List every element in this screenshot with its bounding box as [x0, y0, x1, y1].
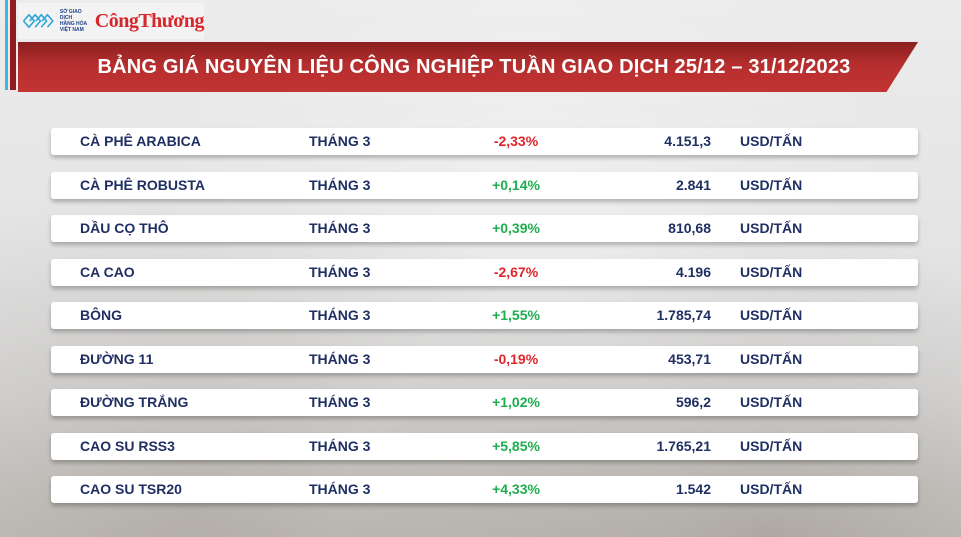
price-change: +5,85% [492, 437, 540, 454]
table-row: CA CAO THÁNG 3 -2,67% 4.196 USD/TẤN [51, 258, 918, 286]
price-unit: USD/TẤN [740, 220, 803, 236]
price-unit: USD/TẤN [740, 481, 803, 497]
price-value: 810,68 [668, 220, 711, 236]
table-row: CÀ PHÊ ROBUSTA THÁNG 3 +0,14% 2.841 USD/… [51, 171, 918, 199]
logo-subtitle: SỞ GIAO DỊCH HÀNG HÓA VIỆT NAM [60, 9, 91, 33]
contract-month: THÁNG 3 [309, 394, 371, 410]
price-value: 1.765,21 [656, 437, 712, 454]
price-change: +1,55% [492, 307, 540, 323]
commodity-name: DẦU CỌ THÔ [80, 220, 169, 236]
price-unit: USD/TẤN [740, 350, 803, 367]
price-table: CÀ PHÊ ARABICA THÁNG 3 -2,33% 4.151,3 US… [51, 128, 918, 520]
price-unit: USD/TẤN [740, 307, 803, 323]
table-row: BÔNG THÁNG 3 +1,55% 1.785,74 USD/TẤN [51, 302, 918, 329]
logo-subtitle-line: HÀNG HÓA [59, 21, 88, 27]
exchange-logo-icon [22, 13, 54, 29]
table-row: CAO SU RSS3 THÁNG 3 +5,85% 1.765,21 USD/… [51, 432, 918, 460]
contract-month: THÁNG 3 [309, 307, 371, 323]
logo: SỞ GIAO DỊCH HÀNG HÓA VIỆT NAM CôngThươn… [18, 3, 205, 39]
contract-month: THÁNG 3 [309, 220, 371, 236]
contract-month: THÁNG 3 [309, 481, 371, 497]
price-change: +0,14% [492, 176, 540, 193]
contract-month: THÁNG 3 [309, 176, 371, 193]
price-unit: USD/TẤN [740, 133, 803, 149]
page-title: BẢNG GIÁ NGUYÊN LIỆU CÔNG NGHIỆP TUẦN GI… [97, 55, 851, 78]
price-value: 1.785,74 [656, 307, 712, 323]
price-change: +0,39% [492, 220, 540, 236]
price-change: +4,33% [492, 481, 540, 497]
logo-subtitle-line: VIỆT NAM [59, 27, 84, 33]
commodity-name: ĐƯỜNG 11 [80, 350, 154, 367]
table-row: CÀ PHÊ ARABICA THÁNG 3 -2,33% 4.151,3 US… [51, 128, 918, 155]
price-change: +1,02% [492, 394, 540, 410]
commodity-name: CAO SU TSR20 [80, 481, 182, 497]
price-change: -2,33% [493, 133, 539, 149]
title-banner: BẢNG GIÁ NGUYÊN LIỆU CÔNG NGHIỆP TUẦN GI… [18, 42, 918, 92]
price-unit: USD/TẤN [740, 176, 803, 193]
accent-bar-red [10, 0, 16, 90]
price-value: 596,2 [675, 394, 711, 410]
table-row: ĐƯỜNG TRẮNG THÁNG 3 +1,02% 596,2 USD/TẤN [51, 389, 918, 416]
price-unit: USD/TẤN [740, 437, 803, 454]
price-unit: USD/TẤN [740, 394, 803, 410]
contract-month: THÁNG 3 [309, 437, 371, 454]
price-value: 4.196 [675, 263, 711, 280]
table-row: CAO SU TSR20 THÁNG 3 +4,33% 1.542 USD/TẤ… [51, 476, 918, 503]
price-unit: USD/TẤN [740, 263, 803, 280]
price-value: 1.542 [675, 481, 711, 497]
price-value: 2.841 [675, 176, 711, 193]
contract-month: THÁNG 3 [309, 350, 371, 367]
price-value: 4.151,3 [664, 133, 711, 149]
logo-subtitle-line: SỞ GIAO DỊCH [59, 9, 82, 21]
commodity-name: CA CAO [80, 263, 135, 280]
commodity-name: CÀ PHÊ ARABICA [80, 133, 201, 149]
commodity-name: CÀ PHÊ ROBUSTA [80, 176, 205, 193]
table-row: DẦU CỌ THÔ THÁNG 3 +0,39% 810,68 USD/TẤN [51, 215, 918, 242]
price-change: -2,67% [493, 263, 539, 280]
table-row: ĐƯỜNG 11 THÁNG 3 -0,19% 453,71 USD/TẤN [51, 345, 918, 373]
contract-month: THÁNG 3 [309, 263, 371, 280]
price-value: 453,71 [668, 350, 711, 367]
commodity-name: BÔNG [80, 307, 122, 323]
brand-name: CôngThương [94, 9, 205, 32]
commodity-name: CAO SU RSS3 [80, 437, 175, 454]
commodity-name: ĐƯỜNG TRẮNG [80, 394, 189, 410]
contract-month: THÁNG 3 [309, 133, 371, 149]
accent-bar-blue [5, 0, 8, 90]
price-change: -0,19% [493, 350, 539, 367]
